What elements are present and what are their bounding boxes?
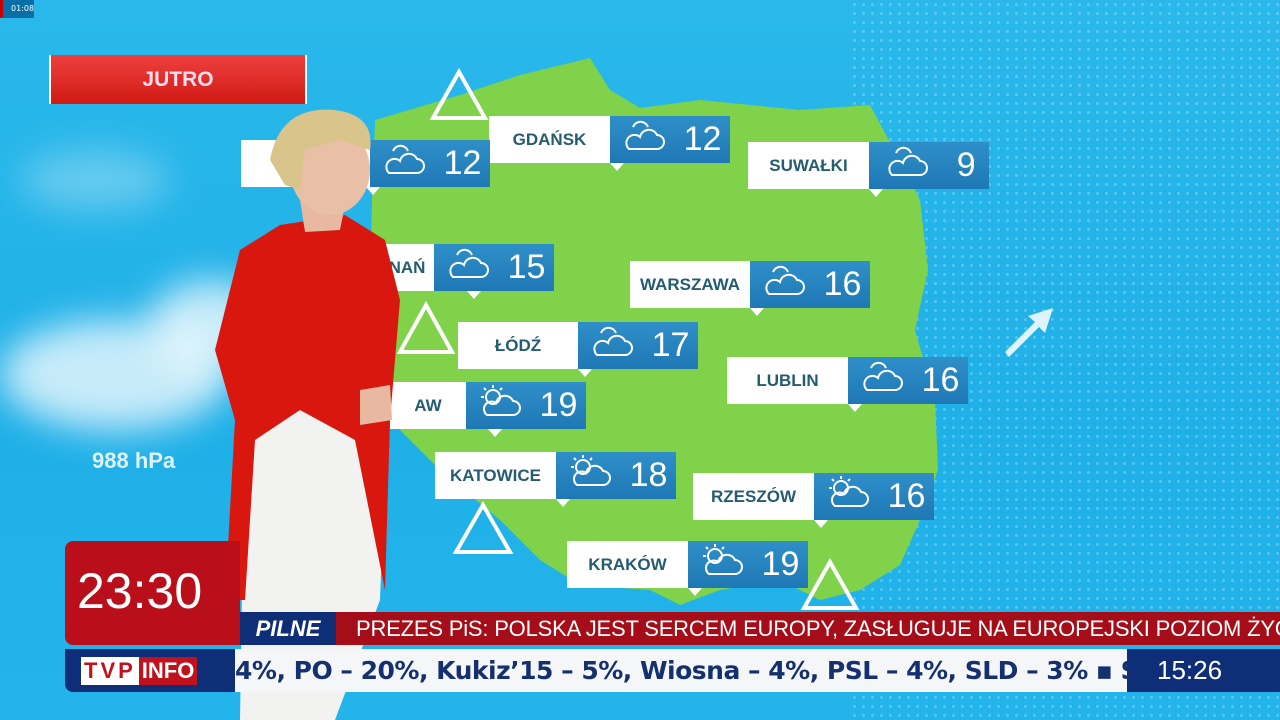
city-name: ŁÓDŹ xyxy=(458,322,578,369)
city-name: NAŃ xyxy=(380,244,434,291)
city-name: SUWAŁKI xyxy=(748,142,869,189)
partly-cloudy-icon xyxy=(443,245,491,290)
partly-cloudy-icon xyxy=(759,262,807,307)
sun-cloud-icon xyxy=(565,453,613,498)
city-temperature: 15 xyxy=(507,248,546,286)
city-temperature: 12 xyxy=(443,144,482,182)
city-temperature: 16 xyxy=(921,361,960,399)
news-ticker: 4%, PO – 20%, Kukiz’15 – 5%, Wiosna – 4%… xyxy=(235,649,1127,692)
forecast-day-banner: JUTRO xyxy=(49,55,307,104)
city-forecast: ŁÓDŹ 17 xyxy=(458,322,698,377)
city-forecast: WARSZAWA 16 xyxy=(630,261,870,316)
corner-timecode: 01:08 xyxy=(0,0,34,18)
sun-cloud-icon xyxy=(475,383,523,428)
city-forecast: RZESZÓW 16 xyxy=(693,473,934,528)
current-time: 15:26 xyxy=(1127,649,1280,692)
breaking-headline: PREZES PiS: POLSKA JEST SERCEM EUROPY, Z… xyxy=(336,612,1280,645)
pointer xyxy=(488,429,502,437)
partly-cloudy-icon xyxy=(882,143,930,188)
pointer xyxy=(687,588,702,596)
pointer xyxy=(578,369,592,377)
city-temperature: 16 xyxy=(887,477,926,515)
city-temperature: 16 xyxy=(823,265,862,303)
warning-triangle-icon xyxy=(429,67,489,120)
pointer xyxy=(467,291,481,299)
partly-cloudy-icon xyxy=(619,117,667,162)
city-temperature: 18 xyxy=(629,456,668,494)
pointer xyxy=(555,499,570,507)
city-forecast: SUWAŁKI 9 xyxy=(748,142,989,197)
warning-icons xyxy=(396,67,860,610)
warning-triangle-icon xyxy=(396,300,456,354)
wind-arrow-icon xyxy=(1005,308,1053,357)
city-temperature: 19 xyxy=(761,545,800,583)
city-name: KRAKÓW xyxy=(567,541,688,588)
pointer xyxy=(365,187,380,195)
city-forecast: GDAŃSK 12 xyxy=(489,116,730,171)
pointer xyxy=(609,163,624,171)
city-forecast: LUBLIN 16 xyxy=(727,357,968,412)
logo-info: INFO xyxy=(138,656,198,685)
city-temperature: 9 xyxy=(956,146,976,184)
city-name: RZESZÓW xyxy=(693,473,814,520)
city-temperature: 19 xyxy=(539,386,578,424)
partly-cloudy-icon xyxy=(587,323,635,368)
pointer xyxy=(868,189,883,197)
partly-cloudy-icon xyxy=(379,141,427,186)
city-name: GDAŃSK xyxy=(489,116,610,163)
cloud xyxy=(20,150,170,210)
city-forecast: NAŃ 15 xyxy=(380,244,554,299)
pointer xyxy=(750,308,764,316)
logo-tvp: TVP xyxy=(81,656,139,685)
sun-cloud-icon xyxy=(823,474,871,519)
city-temperature: 12 xyxy=(683,120,722,158)
pointer xyxy=(813,520,828,528)
program-clock: 23:30 xyxy=(65,541,240,645)
city-name: KATOWICE xyxy=(435,452,556,499)
pointer xyxy=(847,404,862,412)
warning-triangle-icon xyxy=(452,500,514,554)
city-name: WARSZAWA xyxy=(630,261,750,308)
city-temperature: 17 xyxy=(651,326,690,364)
breaking-label: PILNE xyxy=(240,612,336,645)
channel-logo: TVP INFO xyxy=(65,649,235,692)
pressure-label: 988 hPa xyxy=(92,448,176,473)
partly-cloudy-icon xyxy=(857,358,905,403)
sun-cloud-icon xyxy=(697,542,745,587)
city-forecast: KATOWICE 18 xyxy=(435,452,676,507)
city-name: LUBLIN xyxy=(727,357,848,404)
city-forecast: AW 19 xyxy=(390,382,586,437)
city-name: AW xyxy=(390,382,466,429)
warning-triangle-icon xyxy=(800,557,860,610)
city-forecast: KRAKÓW 19 xyxy=(567,541,808,596)
